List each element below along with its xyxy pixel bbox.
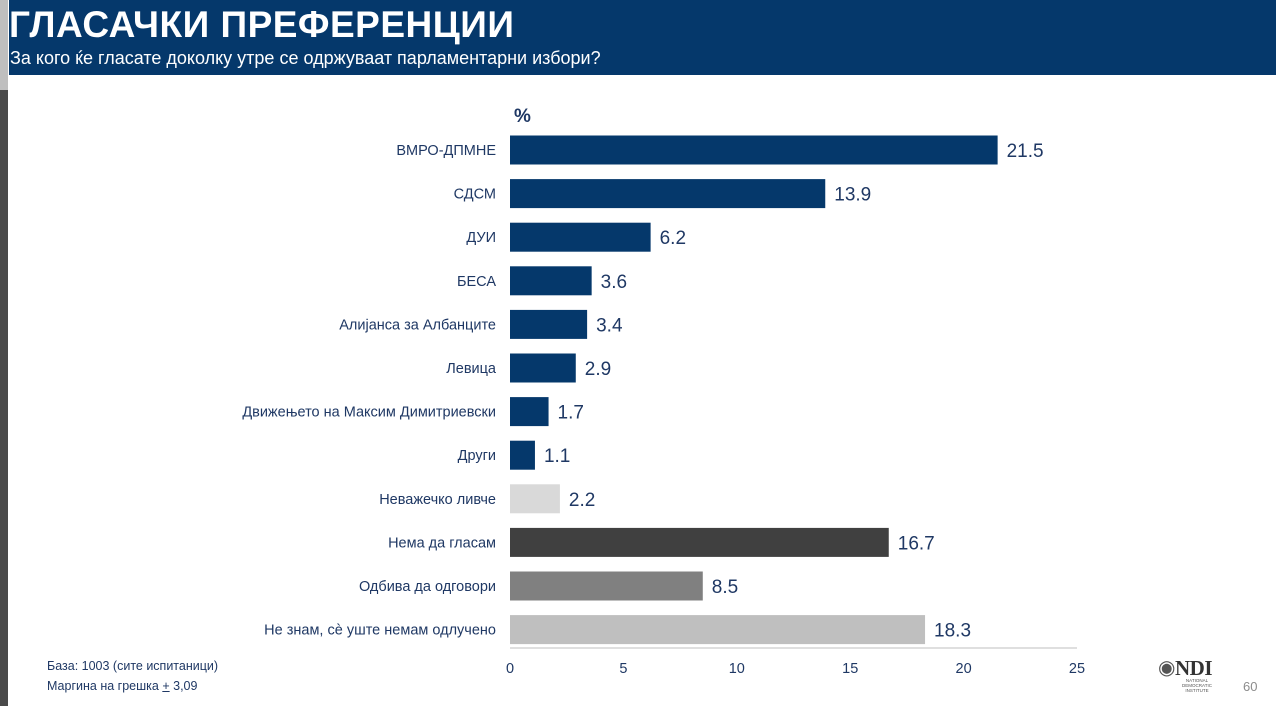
header-banner: [9, 0, 1276, 75]
data-label: 18.3: [934, 621, 971, 642]
data-label: 6.2: [660, 228, 686, 249]
data-label: 16.7: [898, 533, 935, 554]
category-label: Алијанса за Албанците: [339, 317, 496, 333]
bar: [510, 309, 588, 339]
logo-subtext: NATIONAL DEMOCRATIC INSTITUTE: [1182, 678, 1212, 693]
category-label: БЕСА: [457, 274, 496, 290]
bar: [510, 484, 560, 514]
category-label: ДУИ: [466, 230, 496, 246]
bar: [510, 353, 576, 383]
margin-prefix: Маргина на грешка: [47, 679, 163, 693]
bar: [510, 179, 826, 209]
x-tick-label: 10: [729, 661, 745, 677]
data-label: 2.2: [569, 490, 595, 511]
data-label: 21.5: [1007, 141, 1044, 162]
margin-plus-minus: +: [162, 679, 170, 693]
category-label: Движењето на Максим Димитриевски: [242, 405, 496, 421]
bar: [510, 135, 998, 165]
category-label: ВМРО-ДПМНЕ: [396, 143, 496, 159]
footnote-margin: Маргина на грешка + 3,09: [47, 679, 197, 693]
data-label: 8.5: [712, 577, 738, 598]
data-label: 2.9: [585, 359, 611, 380]
bar: [510, 527, 889, 557]
category-label: Нема да гласам: [388, 535, 496, 551]
ndi-logo: ◉ NDI NATIONAL DEMOCRATIC INSTITUTE: [1158, 656, 1216, 696]
data-label: 1.7: [558, 403, 584, 424]
category-label: Левица: [446, 361, 497, 377]
page-subtitle: За кого ќе гласате доколку утре се одржу…: [10, 48, 601, 68]
data-label: 3.6: [601, 272, 627, 293]
bar: [510, 615, 926, 645]
x-tick-label: 20: [956, 661, 972, 677]
bar: [510, 397, 549, 427]
category-label: Други: [458, 448, 496, 464]
logo-text: NDI: [1175, 656, 1213, 680]
bar: [510, 266, 592, 296]
left-edge-bar: [0, 0, 8, 706]
page-title: ГЛАСАЧКИ ПРЕФЕРЕНЦИИ: [9, 4, 515, 45]
bar: [510, 571, 703, 601]
data-label: 1.1: [544, 446, 570, 467]
category-label: СДСМ: [454, 187, 496, 203]
category-label: Одбива да одговори: [359, 579, 496, 595]
unit-label: %: [514, 106, 531, 127]
bar: [510, 222, 651, 252]
x-tick-label: 25: [1069, 661, 1085, 677]
data-label: 13.9: [834, 185, 871, 206]
margin-value: 3,09: [169, 679, 198, 693]
page-number: 60: [1243, 679, 1258, 694]
globe-icon: ◉: [1158, 657, 1176, 679]
category-label: Не знам, сè уште немам одлучено: [264, 623, 496, 639]
x-tick-label: 0: [506, 661, 514, 677]
x-tick-label: 5: [619, 661, 627, 677]
footnote-base: База: 1003 (сите испитаници): [47, 659, 219, 673]
left-edge-highlight: [0, 0, 8, 90]
data-label: 3.4: [596, 315, 623, 336]
bar: [510, 440, 535, 470]
category-label: Неважечко ливче: [379, 492, 496, 508]
x-tick-label: 15: [842, 661, 858, 677]
